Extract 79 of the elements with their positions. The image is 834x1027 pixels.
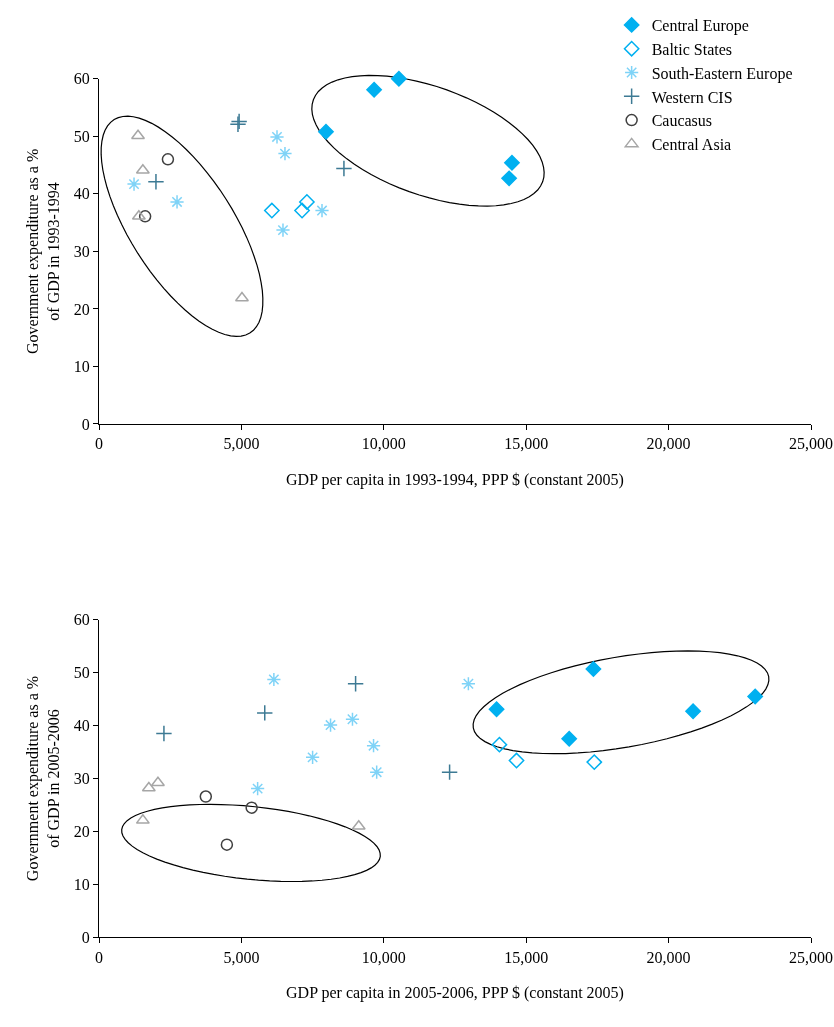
point (266, 672, 282, 687)
point (318, 123, 334, 140)
point (277, 146, 293, 161)
point (294, 202, 310, 219)
point (585, 661, 602, 677)
point (250, 781, 265, 796)
point (161, 153, 175, 166)
point (685, 703, 701, 720)
x-axis-title: GDP per capita in 2005-2006, PPP $ (constant 2005) (286, 984, 624, 1003)
y-tick-label: 40 (73, 717, 90, 735)
point (441, 763, 459, 781)
y-axis-title: Government expenditure as a % of GDP in 2005-2006 (23, 675, 62, 882)
x-tick-label: 15,000 (504, 948, 549, 966)
point (263, 202, 280, 219)
legend-label: Baltic States (651, 40, 733, 58)
y-tick-label: 40 (73, 185, 90, 203)
y-axis-title: Government expenditure as a % of GDP in 1993-1994 (23, 148, 62, 355)
point (147, 173, 165, 191)
x-tick-label: 5,000 (223, 948, 260, 966)
y-tick-label: 0 (81, 928, 90, 946)
point (501, 170, 518, 187)
x-tick-label: 15,000 (504, 435, 549, 453)
legend-label: Central Asia (651, 136, 732, 154)
point (275, 222, 291, 238)
y-tick-label: 60 (73, 611, 90, 629)
legend-label: Western CIS (651, 88, 733, 106)
point (155, 725, 173, 742)
y-tick-label: 50 (73, 127, 90, 145)
point (323, 717, 338, 733)
legend-label: Caucasus (651, 112, 713, 130)
x-tick-label: 5,000 (223, 435, 260, 453)
point (269, 129, 285, 145)
y-tick-label: 20 (73, 300, 90, 318)
x-tick-label: 25,000 (789, 948, 833, 966)
point (369, 764, 385, 780)
point (508, 752, 525, 769)
legend-label: South-Eastern Europe (651, 64, 793, 83)
x-tick-label: 0 (95, 435, 103, 453)
point (299, 194, 315, 210)
point (345, 711, 360, 727)
point (305, 750, 320, 765)
x-tick-label: 10,000 (361, 948, 406, 966)
point (491, 736, 508, 753)
point (335, 160, 353, 178)
point (256, 704, 274, 722)
y-tick-label: 50 (73, 664, 90, 682)
y-tick-label: 20 (73, 823, 90, 841)
point (351, 819, 366, 830)
x-tick-label: 20,000 (646, 435, 691, 453)
y-tick-label: 30 (73, 243, 90, 260)
point (199, 790, 213, 803)
point (366, 81, 383, 98)
point (314, 203, 330, 218)
point (561, 730, 578, 747)
point (461, 676, 476, 692)
point (390, 70, 407, 87)
point (220, 838, 234, 851)
point (169, 194, 185, 210)
legend-label: Central Europe (651, 17, 749, 36)
point (747, 688, 764, 705)
y-tick-label: 10 (73, 876, 90, 894)
point (488, 701, 505, 718)
point (138, 210, 152, 223)
point (141, 781, 156, 792)
point (504, 154, 520, 171)
point (126, 176, 142, 192)
point (245, 801, 258, 814)
point (586, 754, 603, 771)
x-tick-label: 25,000 (789, 435, 833, 453)
x-tick-label: 10,000 (361, 435, 406, 453)
y-tick-label: 30 (73, 770, 90, 788)
y-tick-label: 60 (73, 70, 90, 88)
y-tick-label: 10 (73, 358, 90, 376)
y-tick-label: 0 (81, 415, 90, 433)
x-axis-title: GDP per capita in 1993-1994, PPP $ (constant 2005) (286, 470, 624, 489)
point (366, 738, 381, 754)
point (347, 675, 365, 693)
x-tick-label: 20,000 (646, 948, 691, 966)
x-tick-label: 0 (95, 948, 103, 966)
